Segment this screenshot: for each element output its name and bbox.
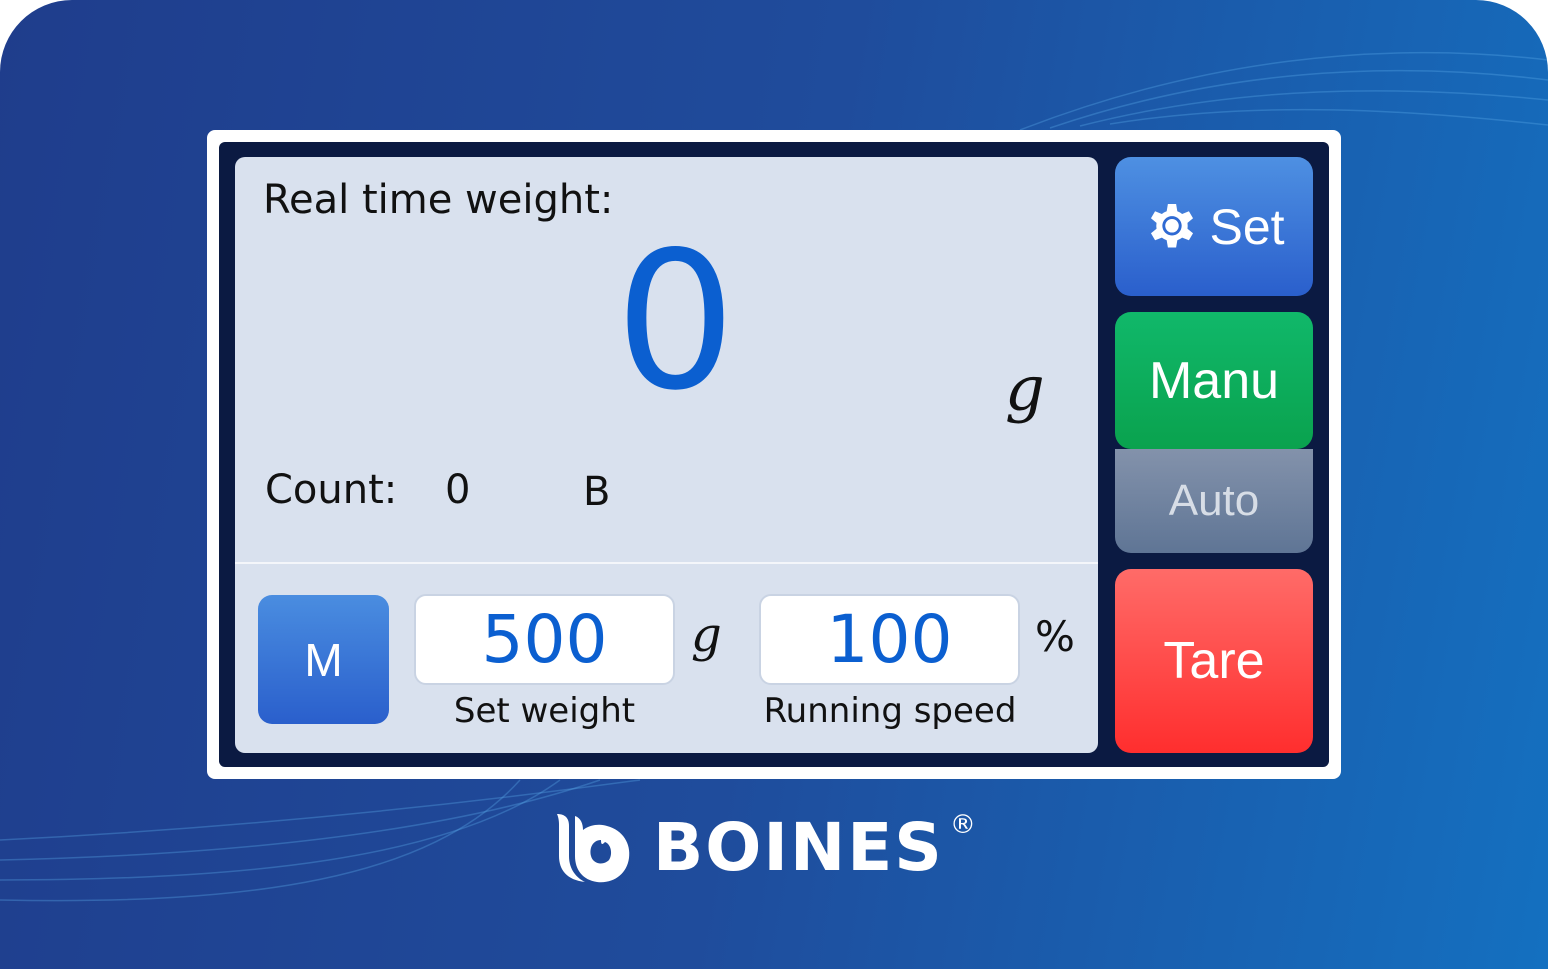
m-button[interactable]: M <box>258 595 389 724</box>
weight-unit: g <box>1005 352 1045 425</box>
boines-logo-icon <box>557 814 630 883</box>
running-speed-unit: % <box>1035 612 1075 661</box>
weight-value: 0 <box>615 211 736 432</box>
set-weight-input[interactable]: 500 <box>414 594 675 685</box>
set-button[interactable]: Set <box>1115 157 1313 296</box>
real-time-weight-label: Real time weight: <box>263 177 614 223</box>
count-value: 0 <box>445 467 471 513</box>
manu-button[interactable]: Manu <box>1115 312 1313 449</box>
running-speed-input[interactable]: 100 <box>759 594 1020 685</box>
weight-panel: Real time weight: 0 g Count: 0 B M 500 g… <box>235 157 1098 753</box>
count-unit: B <box>583 469 611 515</box>
set-weight-label: Set weight <box>453 691 636 731</box>
brand-name: BOINES <box>653 809 944 886</box>
divider <box>235 562 1098 564</box>
count-label: Count: <box>265 467 398 513</box>
gear-icon <box>1151 203 1194 248</box>
running-speed-label: Running speed <box>763 691 1017 731</box>
registered-mark: ® <box>949 810 976 840</box>
set-button-label: Set <box>1209 198 1285 255</box>
auto-button[interactable]: Auto <box>1115 449 1313 553</box>
tare-button[interactable]: Tare <box>1115 569 1313 753</box>
set-weight-unit: g <box>691 607 722 663</box>
brand-logo: BOINES ® <box>555 812 976 884</box>
